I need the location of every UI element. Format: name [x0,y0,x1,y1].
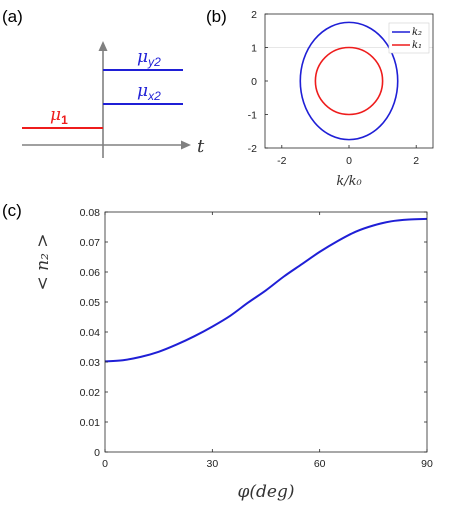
panel-b-x-axis-label: k/k₀ [336,174,362,189]
panel-c-y-tick-label: 0.07 [80,237,101,249]
panel-c-x-tick-label: 90 [421,458,433,470]
mux2-label: μx2 [137,81,161,103]
panel-c-x-axis-label: φ(deg) [238,482,295,502]
panel-c-x-tick-label: 0 [102,458,108,470]
panel-label-b: (b) [206,7,227,26]
panel-c-y-tick-label: 0.01 [80,417,101,429]
curve-k1-circle [314,46,384,116]
panel-c-y-axis-label: < n₂ > [33,233,53,290]
panel-c-y-tick-label: 0.06 [80,267,101,279]
panel-b-legend: k₂ k₁ [388,22,430,54]
panel-b-x-tick-label: -2 [277,155,286,167]
panel-b-y-tick-label: 2 [251,9,257,21]
panel-b-x-tick-label: 2 [413,155,419,167]
panel-c-plot: 0 30 60 90 0 0.01 0.02 0.03 0.04 0.05 0.06 0.07 0.08… [33,207,433,502]
legend-label-k1: k₁ [412,40,422,51]
panel-b-y-tick-label: 1 [251,43,257,55]
panel-c-y-tick-label: 0.05 [80,297,101,309]
panel-label-c: (c) [2,201,22,220]
panel-a-diagram: μ1 μx2 μy2 t [22,41,205,158]
panel-c-y-tick-label: 0.03 [80,357,101,369]
panel-c-x-tick-label: 60 [314,458,326,470]
panel-b-x-tick-label: 0 [346,155,352,167]
panel-c-y-tick-label: 0.08 [80,207,101,219]
legend-label-k2: k₂ [412,27,422,38]
panel-c-frame [104,211,428,453]
panel-c-y-tick-label: 0 [94,447,100,459]
step-axis-arrowhead [98,41,108,51]
panel-b-y-tick-label: 0 [251,76,257,88]
n2-vs-phi-line [104,217,428,363]
panel-label-a: (a) [2,7,23,26]
t-axis-label: t [197,136,205,157]
panel-c-y-tick-label: 0.04 [80,327,101,339]
curve-k2-ellipse [299,21,399,141]
time-axis-arrowhead [181,140,191,150]
panel-c-y-tick-label: 0.02 [80,387,101,399]
legend-box [388,22,430,54]
panel-c-x-tick-label: 30 [206,458,218,470]
panel-b-y-tick-label: -2 [248,143,257,155]
muy2-label: μy2 [137,47,161,69]
mu1-label: μ1 [50,105,68,127]
panel-b-y-tick-label: -1 [248,110,257,122]
panel-b-plot: -2 0 2 -2 -1 0 1 2 k/k₀ k₂ k₁ [248,9,434,189]
